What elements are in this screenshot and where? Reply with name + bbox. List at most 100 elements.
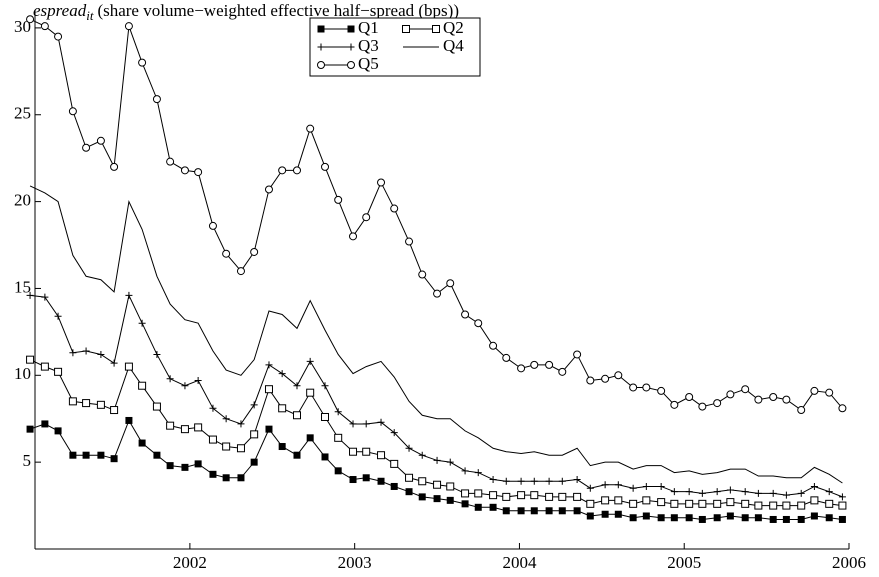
marker — [698, 499, 707, 508]
marker — [670, 514, 678, 522]
marker — [502, 507, 510, 515]
marker — [642, 482, 650, 490]
marker — [390, 204, 399, 213]
marker — [726, 498, 735, 507]
marker — [194, 168, 203, 177]
marker — [349, 232, 358, 241]
marker — [586, 512, 594, 520]
marker — [321, 382, 329, 390]
marker — [152, 402, 161, 411]
marker — [614, 510, 622, 518]
marker — [754, 501, 763, 510]
title-rest: (share volume−weighted effective half−sp… — [97, 1, 459, 20]
marker — [181, 382, 189, 390]
marker — [418, 451, 426, 459]
marker — [657, 386, 666, 395]
marker — [26, 355, 35, 364]
marker — [741, 488, 749, 496]
marker — [209, 404, 217, 412]
marker — [237, 474, 245, 482]
marker — [461, 467, 469, 475]
marker — [670, 499, 679, 508]
marker — [446, 496, 454, 504]
marker — [713, 488, 721, 496]
marker — [125, 416, 133, 424]
marker — [68, 107, 77, 116]
legend-label: Q3 — [358, 36, 379, 55]
marker — [222, 474, 230, 482]
marker — [321, 412, 330, 421]
legend-label: Q1 — [358, 18, 379, 37]
marker — [614, 496, 623, 505]
marker — [502, 353, 511, 362]
series-line — [29, 185, 843, 484]
x-tick-label: 2006 — [832, 553, 866, 572]
marker — [489, 491, 498, 500]
marker — [685, 514, 693, 522]
marker — [166, 421, 175, 430]
series-line — [29, 18, 843, 411]
marker — [180, 425, 189, 434]
marker — [166, 462, 174, 470]
marker — [237, 420, 245, 428]
marker — [642, 496, 651, 505]
marker — [685, 488, 693, 496]
title-subscript: it — [86, 8, 94, 23]
marker — [390, 482, 398, 490]
chart-title: espreadit (share volume−weighted effectiv… — [33, 1, 459, 23]
marker — [250, 430, 259, 439]
marker — [96, 136, 105, 145]
legend-marker — [317, 43, 325, 51]
y-tick-label: 10 — [14, 364, 31, 383]
legend-marker — [317, 25, 325, 33]
marker — [698, 489, 706, 497]
marker — [41, 420, 49, 428]
marker — [698, 515, 706, 523]
marker — [377, 418, 385, 426]
marker — [461, 500, 469, 508]
marker — [797, 406, 806, 415]
marker — [41, 293, 49, 301]
title-main: espread — [33, 1, 87, 20]
marker — [530, 491, 539, 500]
marker — [377, 451, 386, 460]
marker — [97, 350, 105, 358]
marker — [264, 185, 273, 194]
marker — [110, 455, 118, 463]
marker — [236, 267, 245, 276]
marker — [629, 484, 637, 492]
marker — [124, 362, 133, 371]
marker — [306, 357, 314, 365]
series — [26, 355, 847, 510]
marker — [222, 415, 230, 423]
marker — [446, 482, 455, 491]
marker — [334, 195, 343, 204]
marker — [810, 496, 819, 505]
marker — [586, 499, 595, 508]
marker — [433, 456, 441, 464]
marker — [418, 477, 427, 486]
marker — [110, 359, 118, 367]
marker — [782, 395, 791, 404]
marker — [782, 501, 791, 510]
marker — [418, 270, 427, 279]
marker — [82, 451, 90, 459]
marker — [769, 393, 778, 402]
marker — [265, 361, 273, 369]
marker — [194, 377, 202, 385]
marker — [726, 512, 734, 520]
marker — [825, 488, 833, 496]
marker — [54, 427, 62, 435]
marker — [293, 451, 301, 459]
marker — [838, 501, 847, 510]
legend-label: Q4 — [443, 36, 464, 55]
marker — [741, 514, 749, 522]
legend-marker — [347, 61, 355, 69]
marker — [153, 451, 161, 459]
marker — [26, 425, 34, 433]
marker — [838, 493, 846, 501]
legend: Q1 Q2 Q3 Q4 Q5 — [309, 17, 481, 77]
marker — [754, 489, 762, 497]
marker — [769, 489, 777, 497]
